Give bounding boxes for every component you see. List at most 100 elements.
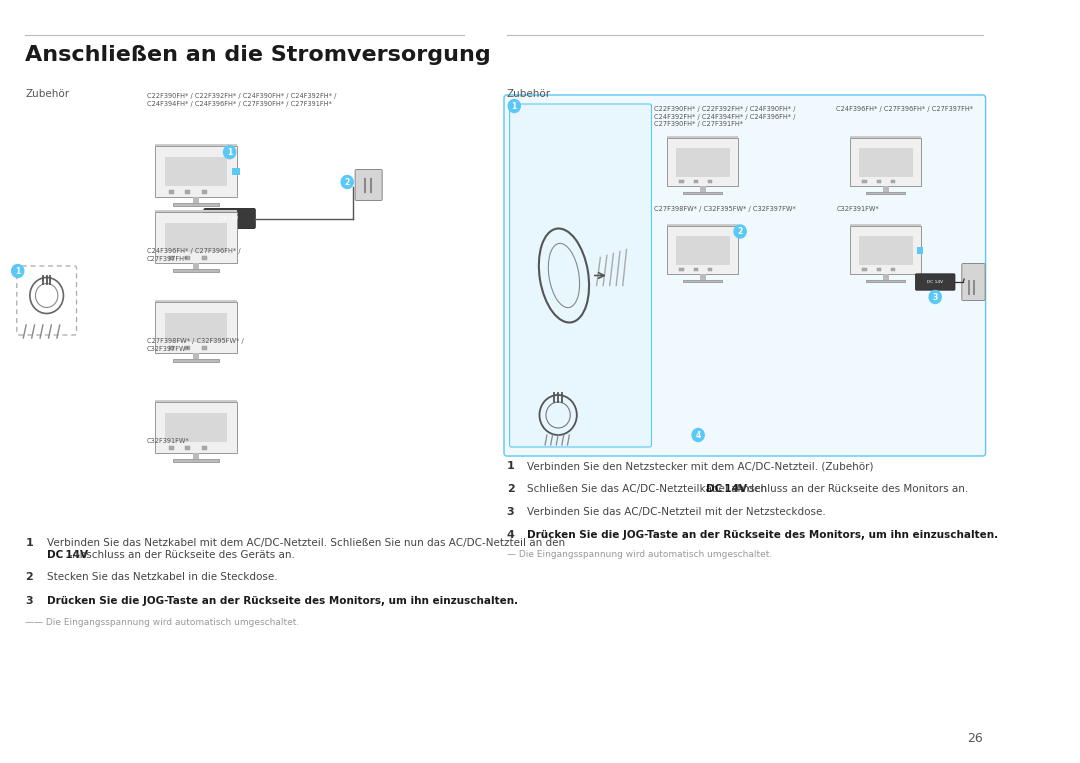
FancyBboxPatch shape [916,274,955,290]
Bar [154,143,238,146]
Bar [154,302,238,353]
Bar [186,346,190,350]
Bar [186,256,190,260]
Bar [168,346,174,350]
Bar [174,269,218,272]
Text: Anschließen an die Stromversorgung: Anschließen an die Stromversorgung [25,45,491,65]
Bar [154,402,238,453]
Bar [700,274,705,280]
Text: C24F396FH* / C27F396FH* / C27F397FH*: C24F396FH* / C27F396FH* / C27F397FH* [836,106,973,112]
FancyBboxPatch shape [504,95,986,456]
Bar [676,236,730,265]
Text: C32F391FW*: C32F391FW* [836,206,879,212]
Text: DC 14V: DC 14V [706,484,747,494]
Circle shape [734,225,746,238]
Text: DC 14V: DC 14V [46,550,87,560]
Bar [679,179,684,183]
Bar [667,136,739,138]
Bar [165,413,227,443]
Text: Zubehör: Zubehör [25,89,69,99]
FancyBboxPatch shape [962,263,985,301]
Bar [165,223,227,253]
Bar [862,179,866,183]
Bar [165,313,227,343]
Bar [168,446,174,450]
Bar [154,146,238,197]
Bar [202,256,206,260]
Bar [850,136,921,138]
Text: Verbinden Sie das Netzkabel mit dem AC/DC-Netzteil. Schließen Sie nun das AC/DC-: Verbinden Sie das Netzkabel mit dem AC/D… [46,538,565,548]
Text: 1: 1 [512,101,517,111]
Bar [165,156,227,186]
Text: 3: 3 [25,596,32,606]
Circle shape [224,146,235,159]
Bar [700,186,705,192]
Text: — Die Eingangsspannung wird automatisch umgeschaltet.: — Die Eingangsspannung wird automatisch … [507,550,772,559]
Bar [667,227,739,274]
Bar [168,190,174,194]
Bar [693,268,698,271]
Bar [154,210,238,212]
Bar [667,138,739,186]
Bar [667,224,739,227]
Text: C22F390FH* / C22F392FH* / C24F390FH* /
C24F392FH* / C24F394FH* / C24F396FH* /
C2: C22F390FH* / C22F392FH* / C24F390FH* / C… [654,106,796,127]
Text: Zubehör: Zubehör [507,89,551,99]
Text: 26: 26 [967,732,983,745]
Bar [866,192,905,194]
Bar [882,274,889,280]
Text: DC 14V: DC 14V [220,216,239,221]
Bar [174,359,218,362]
Bar [232,168,240,175]
Text: 2: 2 [345,178,350,186]
Text: Verbinden Sie das AC/DC-Netzteil mit der Netzsteckdose.: Verbinden Sie das AC/DC-Netzteil mit der… [527,507,826,517]
Bar [202,190,206,194]
Bar [168,256,174,260]
Bar [891,179,895,183]
Bar [192,263,200,269]
Bar [859,147,913,177]
Bar [891,268,895,271]
Text: 2: 2 [25,572,33,582]
Bar [707,179,712,183]
Text: 3: 3 [507,507,514,517]
Bar [154,400,238,402]
Text: -Anschluss an der Rückseite des Monitors an.: -Anschluss an der Rückseite des Monitors… [731,484,968,494]
Bar [192,353,200,359]
Text: 4: 4 [507,530,515,540]
Text: C27F398FW* / C32F395FW* / C32F397FW*: C27F398FW* / C32F395FW* / C32F397FW* [654,206,796,212]
Text: C27F398FW* / C32F395FW* /
C32F397FW*: C27F398FW* / C32F395FW* / C32F397FW* [147,338,243,352]
Bar [202,346,206,350]
Circle shape [509,99,521,112]
Bar [882,186,889,192]
Bar [707,268,712,271]
Bar [862,268,866,271]
Circle shape [692,429,704,442]
Bar [917,246,923,254]
Bar [850,227,921,274]
FancyBboxPatch shape [510,104,651,447]
Bar [684,192,723,194]
Text: C22F390FH* / C22F392FH* / C24F390FH* / C24F392FH* /
C24F394FH* / C24F396FH* / C2: C22F390FH* / C22F392FH* / C24F390FH* / C… [147,93,336,107]
FancyBboxPatch shape [204,208,255,228]
Bar [684,280,723,282]
Bar [877,179,881,183]
Bar [850,224,921,227]
FancyBboxPatch shape [355,169,382,201]
Text: Verbinden Sie den Netzstecker mit dem AC/DC-Netzteil. (Zubehör): Verbinden Sie den Netzstecker mit dem AC… [527,461,874,471]
Bar [877,268,881,271]
Text: 1: 1 [15,266,21,275]
Circle shape [929,291,942,304]
Bar [154,300,238,302]
Bar [866,280,905,282]
Bar [192,197,200,203]
Bar [850,138,921,186]
Bar [186,446,190,450]
Text: C32F391FW*: C32F391FW* [147,438,189,444]
Text: 3: 3 [932,292,937,301]
Text: 1: 1 [507,461,514,471]
Text: Schließen Sie das AC/DC-Netzteilkabel an den: Schließen Sie das AC/DC-Netzteilkabel an… [527,484,771,494]
Text: Stecken Sie das Netzkabel in die Steckdose.: Stecken Sie das Netzkabel in die Steckdo… [46,572,278,582]
Text: 1: 1 [227,148,232,156]
Circle shape [341,175,353,188]
Circle shape [12,265,24,278]
